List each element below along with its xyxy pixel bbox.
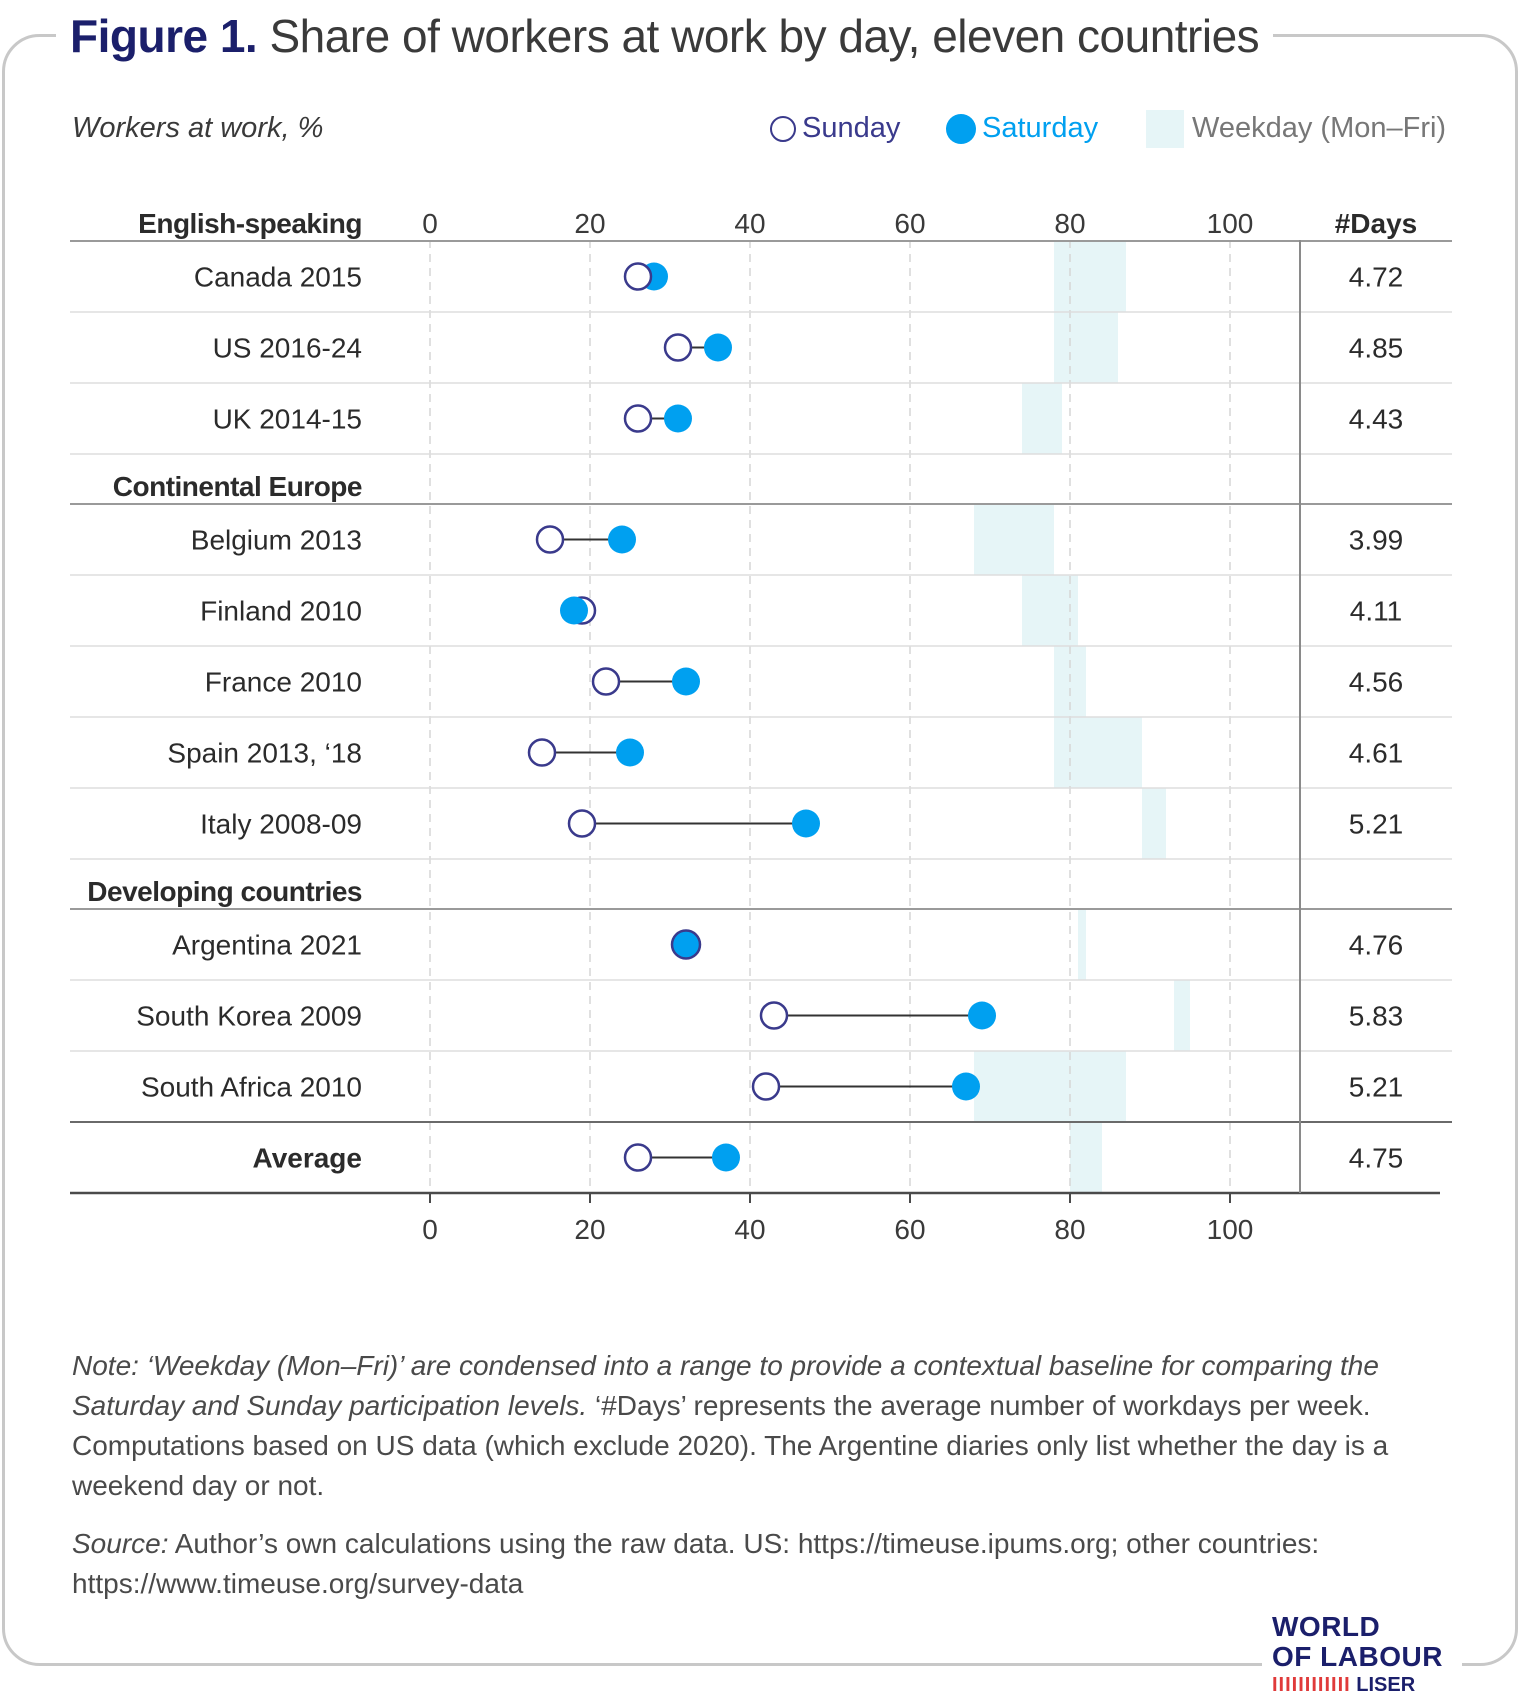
days-value: 4.72 xyxy=(1349,262,1404,293)
days-value: 3.99 xyxy=(1349,525,1404,556)
weekday-range-band xyxy=(1054,312,1118,383)
logo-line1: WORLD xyxy=(1272,1611,1381,1642)
average-label: Average xyxy=(253,1143,362,1174)
sunday-point xyxy=(527,738,557,767)
y-unit-label: Workers at work, % xyxy=(72,112,324,144)
legend-saturday-label: Saturday xyxy=(982,112,1099,144)
sunday-point xyxy=(535,525,565,554)
days-value: 4.56 xyxy=(1349,667,1404,698)
note-regular: ‘#Days’ represents the average number of… xyxy=(72,1390,1389,1501)
group-header: English-speaking xyxy=(138,208,362,239)
row-label: Spain 2013, ‘18 xyxy=(167,738,362,769)
days-value: 5.83 xyxy=(1349,1001,1404,1032)
saturday-point xyxy=(712,1143,740,1172)
sunday-point xyxy=(567,809,597,838)
row-label: Argentina 2021 xyxy=(172,930,362,961)
sunday-point xyxy=(623,1143,653,1172)
title-text: Share of workers at work by day, eleven … xyxy=(269,10,1260,62)
legend-weekday-label: Weekday (Mon–Fri) xyxy=(1192,112,1447,144)
chart-source: Source: Author’s own calculations using … xyxy=(72,1524,1452,1604)
saturday-point xyxy=(792,809,820,838)
days-value: 4.11 xyxy=(1350,596,1402,627)
weekday-range-band xyxy=(1054,241,1126,312)
row-label: South Korea 2009 xyxy=(136,1001,362,1032)
logo-liser: LISER xyxy=(1356,1674,1416,1696)
row-label: US 2016-24 xyxy=(213,333,362,364)
group-header: Continental Europe xyxy=(113,471,362,502)
source-text: Author’s own calculations using the raw … xyxy=(72,1528,1320,1599)
days-value: 4.76 xyxy=(1349,930,1404,961)
filled-circle-icon xyxy=(946,114,976,145)
figure-label: Figure 1. xyxy=(70,10,258,62)
days-value: 4.75 xyxy=(1349,1143,1404,1174)
weekday-range-band xyxy=(1070,1122,1102,1193)
row-label: South Africa 2010 xyxy=(141,1072,362,1103)
logo-bars: IIIIIIIIIIII xyxy=(1272,1674,1351,1696)
weekday-range-band xyxy=(974,504,1054,575)
row-label: Canada 2015 xyxy=(194,262,362,293)
x-tick-label-bottom: 40 xyxy=(734,1214,765,1245)
row-label: Finland 2010 xyxy=(200,596,362,627)
logo-line2: OF LABOUR xyxy=(1272,1641,1443,1672)
saturday-point xyxy=(560,596,588,625)
row-label: Belgium 2013 xyxy=(191,525,362,556)
dot-range-chart: English-speaking Continental Europe Develo… xyxy=(70,208,1452,1245)
weekday-range-band xyxy=(1054,717,1142,788)
row-label: UK 2014-15 xyxy=(213,404,362,435)
x-tick-label-bottom: 60 xyxy=(894,1214,925,1245)
row-label: France 2010 xyxy=(205,667,362,698)
legend-weekday: Weekday (Mon–Fri) xyxy=(1146,108,1447,149)
x-tick-label-bottom: 100 xyxy=(1207,1214,1254,1245)
sunday-point xyxy=(759,1001,789,1030)
x-tick-label-top: 20 xyxy=(574,208,605,239)
chart-note: Note: ‘Weekday (Mon–Fri)’ are condensed … xyxy=(72,1346,1452,1506)
saturday-point xyxy=(968,1001,996,1030)
x-tick-label-bottom: 0 xyxy=(422,1214,438,1245)
weekday-range-band xyxy=(1022,575,1078,646)
days-value: 4.85 xyxy=(1349,333,1404,364)
sunday-point xyxy=(751,1072,781,1101)
x-tick-label-top: 80 xyxy=(1054,208,1085,239)
legend-sunday: Sunday xyxy=(770,108,900,148)
open-circle-icon xyxy=(770,116,796,143)
x-tick-label-top: 40 xyxy=(734,208,765,239)
weekday-range-band xyxy=(1022,383,1062,454)
saturday-point xyxy=(704,333,732,362)
saturday-point xyxy=(670,929,702,960)
x-tick-label-top: 100 xyxy=(1207,208,1254,239)
weekday-range-band xyxy=(1142,788,1166,859)
days-value: 5.21 xyxy=(1349,809,1404,840)
saturday-point xyxy=(608,525,636,554)
x-tick-label-bottom: 20 xyxy=(574,1214,605,1245)
days-column-header: #Days xyxy=(1335,208,1418,239)
x-tick-label-top: 60 xyxy=(894,208,925,239)
x-tick-label-top: 0 xyxy=(422,208,438,239)
sunday-point xyxy=(623,404,653,433)
shaded-range-icon xyxy=(1146,110,1184,149)
figure-title: Figure 1. Share of workers at work by da… xyxy=(56,4,1274,68)
row-label: Italy 2008-09 xyxy=(200,809,362,840)
saturday-point xyxy=(672,667,700,696)
sunday-point xyxy=(663,333,693,362)
weekday-range-band xyxy=(974,1051,1126,1122)
days-value: 4.43 xyxy=(1349,404,1404,435)
saturday-point xyxy=(664,404,692,433)
saturday-point xyxy=(616,738,644,767)
days-value: 5.21 xyxy=(1349,1072,1404,1103)
world-of-labour-logo: WORLD OF LABOUR IIIIIIIIIIII LISER xyxy=(1262,1612,1462,1702)
sunday-point xyxy=(623,262,653,291)
days-value: 4.61 xyxy=(1349,738,1404,769)
weekday-range-band xyxy=(1174,980,1190,1051)
x-tick-label-bottom: 80 xyxy=(1054,1214,1085,1245)
group-header: Developing countries xyxy=(87,876,362,907)
sunday-point xyxy=(591,667,621,696)
legend-sunday-label: Sunday xyxy=(802,112,901,144)
logo-line3: IIIIIIIIIIII LISER xyxy=(1272,1672,1462,1698)
weekday-range-band xyxy=(1078,909,1086,980)
source-label: Source: xyxy=(72,1528,169,1559)
legend-saturday: Saturday xyxy=(946,108,1098,148)
saturday-point xyxy=(952,1072,980,1101)
note-italic: Note: ‘Weekday (Mon–Fri)’ are condensed … xyxy=(72,1350,1379,1421)
